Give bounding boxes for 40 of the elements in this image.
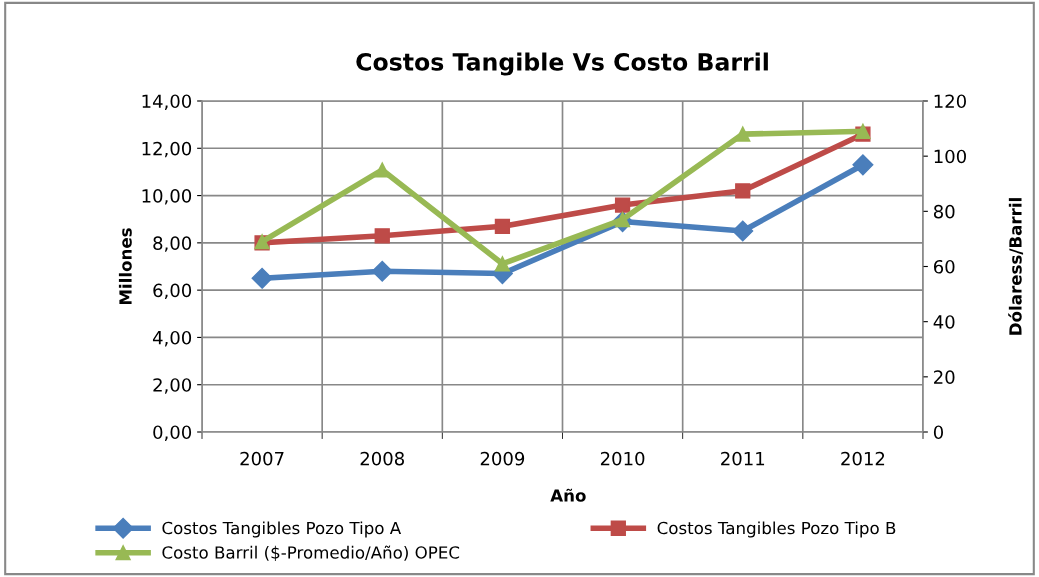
x-tick-label: 2009 [480, 451, 525, 466]
point [614, 197, 631, 213]
x-tick-label: 2010 [600, 451, 645, 466]
y-tick-label: 6,00 [153, 283, 192, 300]
chart-title: Costos Tangible Vs Costo Barril [356, 52, 768, 76]
point [374, 228, 390, 244]
point [732, 220, 754, 242]
y2-tick-label: 100 [934, 149, 966, 164]
point [251, 267, 273, 289]
legend-label: Costos Tangibles Pozo Tipo A [162, 521, 402, 538]
point [374, 162, 390, 178]
y-tick-label: 10,00 [142, 189, 192, 205]
y2-tick-label: 0 [933, 425, 944, 440]
y-axis-title: Millones [118, 228, 132, 305]
y-tick-label: 12,00 [142, 141, 192, 158]
x-tick-label: 2007 [240, 451, 284, 466]
x-axis-title: Año [550, 488, 586, 502]
y2-tick-label: 80 [933, 204, 955, 219]
point [371, 260, 393, 282]
point [735, 183, 751, 199]
y2-tick-label: 60 [933, 259, 955, 274]
y-tick-label: 0,00 [153, 425, 192, 441]
x-tick-label: 2008 [360, 451, 404, 466]
point [852, 154, 874, 176]
legend-label: Costo Barril ($-Promedio/Año) OPEC [162, 545, 460, 561]
y2-tick-label: 20 [934, 370, 955, 384]
y-tick-label: 4,00 [152, 330, 192, 347]
y-tick-label: 2,00 [153, 378, 192, 394]
point [735, 126, 751, 142]
y2-tick-label: 120 [934, 94, 966, 109]
x-tick-label: 2012 [841, 451, 885, 466]
point [494, 218, 511, 234]
x-tick-label: 2011 [721, 451, 765, 466]
y2-axis-title: Dólaress/Barril [1008, 198, 1024, 335]
y-tick-label: 8,00 [153, 236, 192, 252]
point [494, 256, 511, 272]
legend-label: Costos Tangibles Pozo Tipo B [657, 521, 896, 538]
point [614, 211, 631, 228]
y2-tick-label: 40 [933, 315, 955, 329]
y-tick-label: 14,00 [142, 94, 192, 110]
